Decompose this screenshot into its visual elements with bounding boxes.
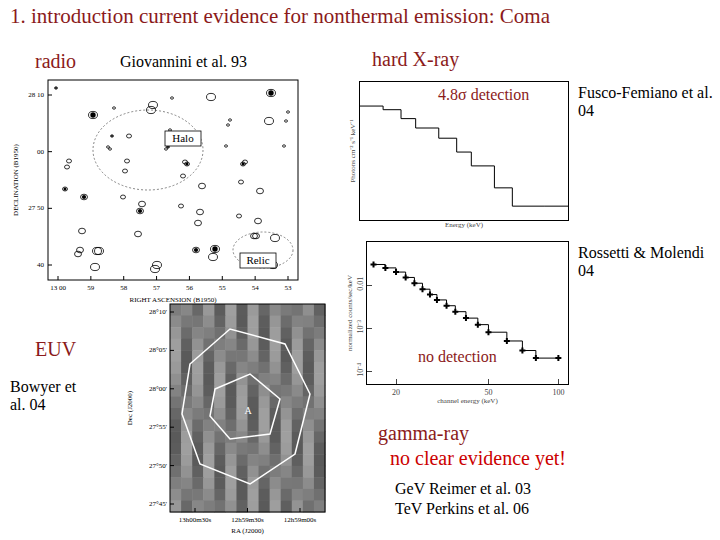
html-text:EUV: EUV: [35, 338, 77, 360]
svg-text:Photons cm⁻² s⁻¹ keV⁻¹: Photons cm⁻² s⁻¹ keV⁻¹: [349, 119, 357, 182]
svg-text:12h59m00s: 12h59m00s: [284, 516, 317, 524]
svg-text:40: 40: [37, 261, 45, 269]
html-text:Giovannini et al. 93: Giovannini et al. 93: [120, 53, 248, 70]
html-text:TeV Perkins et al. 06: TeV Perkins et al. 06: [395, 500, 530, 517]
svg-text:20: 20: [392, 388, 400, 397]
svg-text:27°55': 27°55': [149, 423, 167, 431]
svg-text:28°10': 28°10': [149, 308, 167, 316]
svg-text:27°45': 27°45': [149, 500, 167, 508]
html-text:GeV Reimer et al. 03: GeV Reimer et al. 03: [395, 480, 532, 497]
html-text:gamma-ray: gamma-ray: [378, 422, 470, 444]
svg-text:RA (J2000): RA (J2000): [231, 527, 264, 535]
svg-text:50: 50: [484, 388, 492, 397]
svg-text:Dec (J2000): Dec (J2000): [126, 390, 134, 425]
html-text:Rossetti & Molendi 04: Rossetti & Molendi 04: [578, 244, 705, 279]
svg-text:57: 57: [153, 284, 161, 292]
svg-text:56: 56: [186, 284, 194, 292]
html-text:radio: radio: [35, 50, 77, 72]
svg-text:27°50': 27°50': [149, 462, 167, 470]
svg-text:0.01: 0.01: [356, 277, 365, 291]
svg-text:13h00m30s: 13h00m30s: [179, 516, 212, 524]
html-text:hard X-ray: hard X-ray: [372, 48, 460, 70]
svg-text:00: 00: [37, 148, 45, 156]
svg-text:DECLINATION (B1950): DECLINATION (B1950): [12, 143, 20, 215]
svg-text:55: 55: [219, 284, 227, 292]
svg-text:Halo: Halo: [172, 132, 194, 144]
svg-text:10⁻⁴: 10⁻⁴: [356, 363, 365, 377]
html-text:no clear evidence yet!: no clear evidence yet!: [390, 447, 566, 469]
svg-text:Energy (keV): Energy (keV): [445, 221, 484, 229]
svg-text:13 00: 13 00: [50, 284, 66, 292]
html-text:1. introduction current eviden: 1. introduction current evidence for non…: [10, 4, 550, 28]
svg-text:Relic: Relic: [246, 254, 269, 266]
svg-text:channel energy (keV): channel energy (keV): [437, 397, 498, 405]
svg-text:10⁻³: 10⁻³: [356, 320, 365, 334]
html-text:Fusco-Femiano et al. 04: Fusco-Femiano et al. 04: [578, 84, 713, 119]
svg-text:59: 59: [87, 284, 95, 292]
svg-text:normalized counts/sec/keV: normalized counts/sec/keV: [346, 275, 354, 351]
svg-text:28°05': 28°05': [149, 346, 167, 354]
svg-text:58: 58: [120, 284, 128, 292]
svg-text:53: 53: [285, 284, 293, 292]
svg-text:27 50: 27 50: [28, 204, 44, 212]
html-text:no detection: no detection: [418, 348, 497, 365]
svg-text:28 10: 28 10: [28, 91, 44, 99]
html-text:Bowyer et al. 04: Bowyer et al. 04: [10, 378, 77, 413]
svg-text:100: 100: [552, 388, 564, 397]
svg-text:A: A: [244, 405, 252, 416]
svg-text:12h59m30s: 12h59m30s: [231, 516, 264, 524]
html-text:4.8σ detection: 4.8σ detection: [438, 86, 530, 103]
svg-text:54: 54: [252, 284, 260, 292]
svg-text:RIGHT ASCENSION (B1950): RIGHT ASCENSION (B1950): [130, 296, 218, 304]
svg-text:28°00': 28°00': [149, 385, 167, 393]
